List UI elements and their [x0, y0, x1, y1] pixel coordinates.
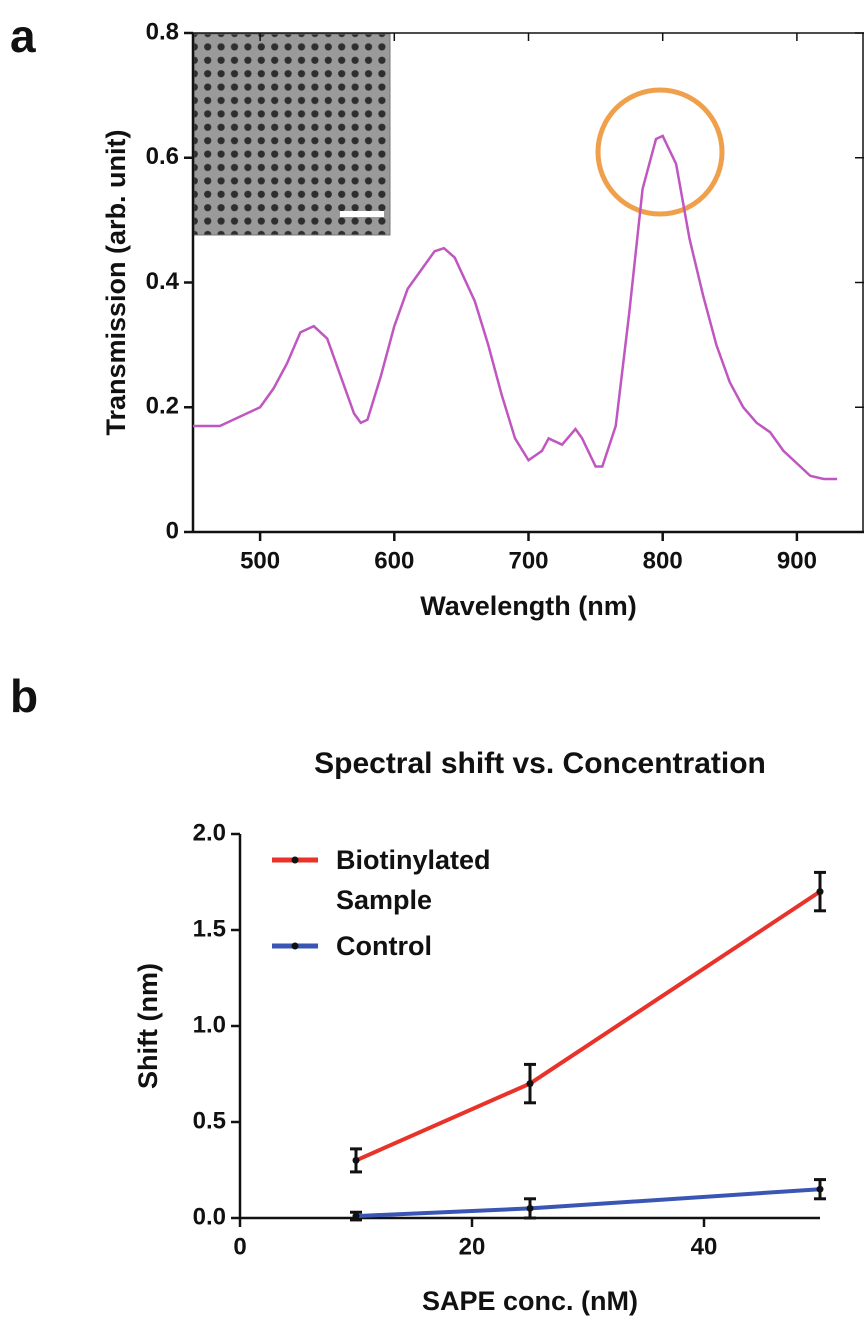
x-tick-label: 800	[643, 547, 683, 574]
x-tick-label: 700	[508, 547, 548, 574]
data-line	[355, 1187, 821, 1219]
marker	[526, 1204, 534, 1212]
peak-highlight	[595, 87, 725, 217]
data-line	[193, 134, 838, 481]
x-tick-label: 900	[777, 547, 817, 574]
y-axis-label: Transmission (arb. unit)	[101, 129, 131, 435]
x-axis-label: Wavelength (nm)	[420, 591, 637, 621]
legend-entry: Biotinylated Sample	[336, 845, 491, 915]
y-tick-label: 0.4	[146, 268, 180, 295]
legend-label: Biotinylated Sample	[336, 845, 491, 915]
x-tick-label: 0	[233, 1233, 246, 1260]
y-tick-label: 0.5	[193, 1107, 226, 1134]
marker	[816, 888, 824, 896]
marker	[816, 1185, 824, 1193]
marker	[352, 1212, 360, 1220]
y-tick-label: 1.0	[193, 1011, 226, 1038]
x-tick-label: 600	[374, 547, 414, 574]
panel-label: b	[10, 670, 38, 722]
legend-marker	[291, 942, 299, 950]
x-tick-label: 40	[691, 1233, 718, 1260]
sem-inset	[193, 33, 391, 236]
x-tick-label: 500	[240, 547, 280, 574]
y-tick-label: 1.5	[193, 915, 226, 942]
marker	[526, 1080, 534, 1088]
y-tick-label: 0.8	[146, 18, 179, 45]
legend-marker	[291, 856, 299, 864]
chart-title: Spectral shift vs. Concentration	[314, 747, 766, 780]
y-tick-label: 0.0	[193, 1203, 226, 1230]
x-tick-label: 20	[459, 1233, 486, 1260]
panel-label: a	[10, 10, 36, 62]
y-tick-label: 2.0	[193, 819, 226, 846]
y-tick-label: 0.2	[146, 393, 179, 420]
y-tick-label: 0	[166, 517, 179, 544]
y-tick-label: 0.6	[146, 143, 179, 170]
x-axis-label: SAPE conc. (nM)	[422, 1286, 638, 1316]
y-axis-label: Shift (nm)	[133, 963, 163, 1089]
legend-label: Control	[336, 931, 432, 961]
marker	[352, 1156, 360, 1164]
legend-entry: Control	[336, 931, 432, 961]
